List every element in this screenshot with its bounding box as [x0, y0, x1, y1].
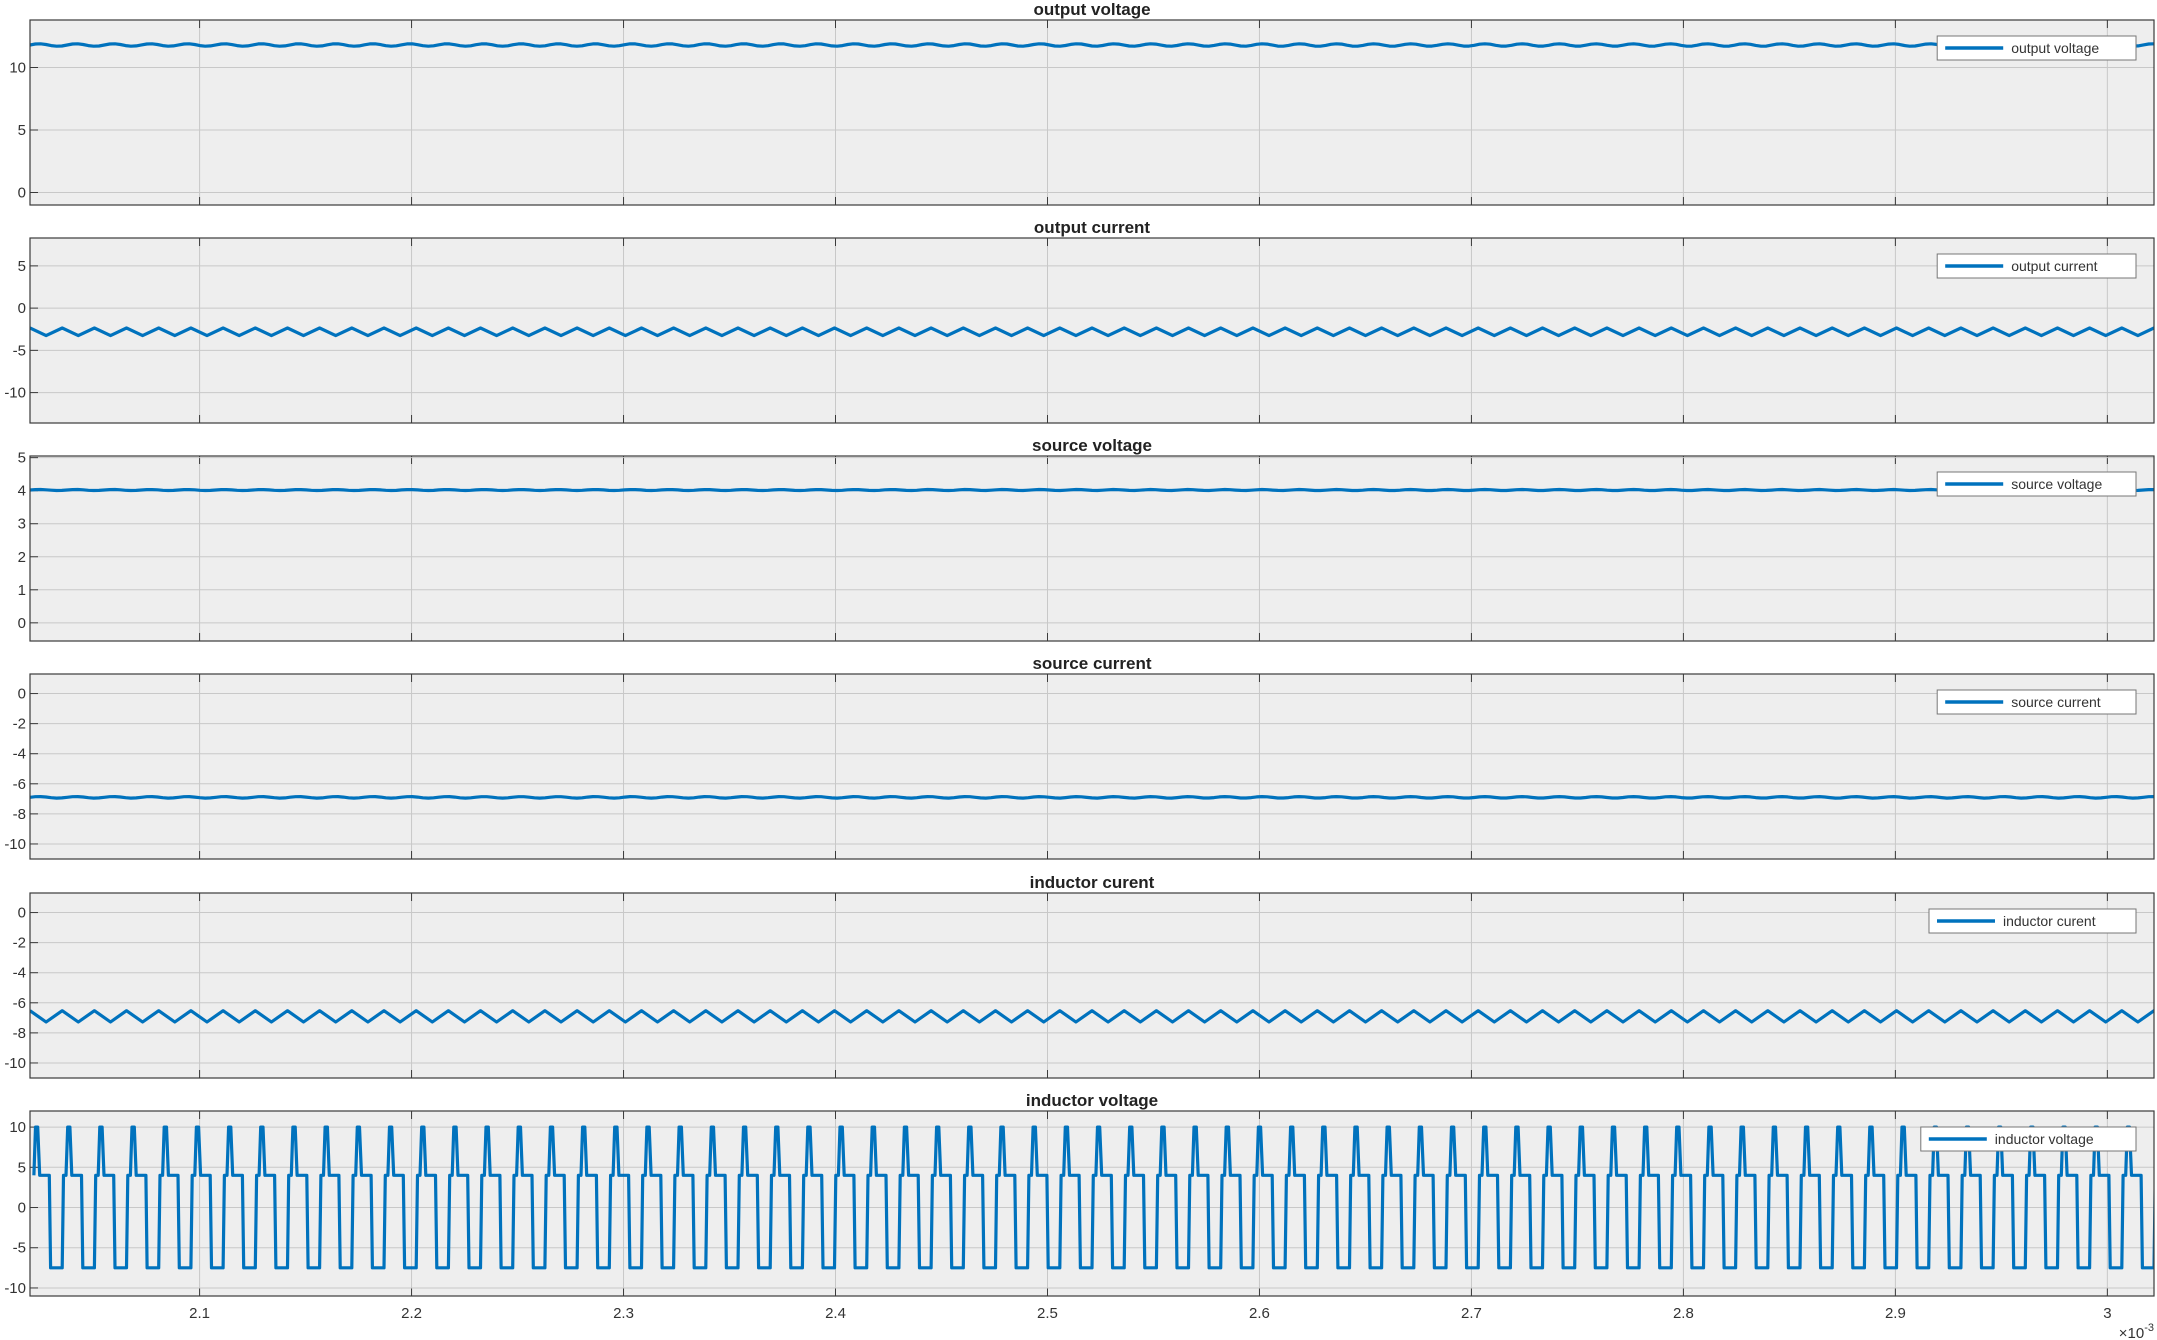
- y-tick-label: -5: [13, 1240, 26, 1257]
- subplot-output-voltage: 0 5 10 output voltage output voltage: [9, 0, 2155, 206]
- axes-frame: [29, 892, 2155, 1079]
- series-line-source-voltage: [30, 487, 2154, 493]
- series-line-inductor-curent: [30, 1009, 2154, 1024]
- subplot-inductor-voltage: 2.1 2.2 2.3 2.4 2.5 2.6 2.7 2.8 2.9 3 -10 -5 0 5 10 ind…: [4, 1091, 2155, 1322]
- axes-frame: [29, 673, 2155, 860]
- x-axis-exponent-base: ×10: [2119, 1325, 2144, 1340]
- y-tick-label: -10: [4, 1055, 26, 1072]
- chart-title: inductor curent: [1030, 873, 1155, 892]
- x-tick-label: 2.7: [1461, 1305, 1482, 1322]
- subplot-inductor-curent: -10 -8 -6 -4 -2 0 inductor curent inductor cure…: [4, 873, 2155, 1079]
- legend-label: inductor voltage: [1995, 1131, 2094, 1147]
- y-tick-label: 2: [18, 549, 26, 566]
- y-tick-label: -8: [13, 806, 26, 823]
- legend-label: source current: [2011, 694, 2101, 710]
- x-tick-label: 2.1: [189, 1305, 210, 1322]
- axes-frame: [29, 237, 2155, 424]
- y-tick-label: -8: [13, 1025, 26, 1042]
- x-tick-label: 2.2: [401, 1305, 422, 1322]
- legend-label: output current: [2011, 258, 2097, 274]
- legend-label: inductor curent: [2003, 913, 2096, 929]
- subplot-output-current: -10 -5 0 5 output current output current: [4, 218, 2155, 424]
- y-tick-label: -6: [13, 995, 26, 1012]
- y-tick-label: 5: [18, 258, 26, 275]
- y-tick-label: 5: [18, 122, 26, 139]
- plot-area: [30, 893, 2154, 1078]
- chart-title: source current: [1032, 654, 1151, 673]
- y-tick-label: -2: [13, 716, 26, 733]
- series-line-output-voltage: [30, 42, 2154, 48]
- y-tick-label: -4: [13, 746, 26, 763]
- y-tick-label: 3: [18, 516, 26, 533]
- chart-title: output current: [1034, 218, 1150, 237]
- y-tick-label: 0: [18, 686, 26, 703]
- y-tick-label: -2: [13, 935, 26, 952]
- x-tick-label: 2.4: [825, 1305, 846, 1322]
- y-tick-label: 0: [18, 185, 26, 202]
- series-line-output-current: [30, 326, 2154, 338]
- series-line-inductor-voltage: [32, 1125, 2154, 1270]
- y-tick-label: 10: [9, 60, 26, 77]
- series-line-source-current: [30, 795, 2154, 800]
- y-tick-label: 1: [18, 582, 26, 599]
- x-tick-label: 2.3: [613, 1305, 634, 1322]
- axes-frame: [29, 19, 2155, 206]
- x-tick-label: 2.8: [1673, 1305, 1694, 1322]
- chart-title: output voltage: [1033, 0, 1150, 19]
- x-tick-label: 2.5: [1037, 1305, 1058, 1322]
- y-tick-label: -6: [13, 776, 26, 793]
- subplot-source-voltage: 0 1 2 3 4 5 source voltage source voltage: [18, 436, 2155, 642]
- y-tick-label: 0: [18, 1200, 26, 1217]
- plot-area: [30, 456, 2154, 641]
- legend-label: source voltage: [2011, 476, 2102, 492]
- x-tick-label: 2.9: [1885, 1305, 1906, 1322]
- y-tick-label: 0: [18, 300, 26, 317]
- legend[interactable]: output voltage: [1936, 35, 2137, 61]
- chart-title: source voltage: [1032, 436, 1152, 455]
- y-tick-label: 0: [18, 615, 26, 632]
- y-tick-label: 5: [18, 450, 26, 467]
- y-tick-label: 10: [9, 1119, 26, 1136]
- y-tick-label: 5: [18, 1159, 26, 1176]
- legend[interactable]: inductor voltage: [1920, 1126, 2137, 1152]
- y-tick-label: -10: [4, 836, 26, 853]
- y-tick-label: 0: [18, 905, 26, 922]
- legend[interactable]: output current: [1936, 253, 2137, 279]
- x-axis-exponent: ×10-3: [2119, 1322, 2154, 1340]
- y-tick-label: -5: [13, 342, 26, 359]
- plot-area: [30, 674, 2154, 859]
- x-tick-label: 2.6: [1249, 1305, 1270, 1322]
- chart-title: inductor voltage: [1026, 1091, 1158, 1110]
- axes-frame: [29, 1110, 2155, 1297]
- legend[interactable]: source voltage: [1936, 471, 2137, 497]
- y-tick-label: -10: [4, 385, 26, 402]
- y-tick-label: -10: [4, 1280, 26, 1297]
- legend-label: output voltage: [2011, 40, 2099, 56]
- legend[interactable]: inductor curent: [1928, 908, 2137, 934]
- y-tick-label: -4: [13, 965, 26, 982]
- x-axis-exponent-power: -3: [2144, 1322, 2154, 1334]
- plot-area: [30, 20, 2154, 205]
- legend[interactable]: source current: [1936, 689, 2137, 715]
- subplot-source-current: -10 -8 -6 -4 -2 0 source current source current: [4, 654, 2155, 860]
- x-tick-label: 3: [2103, 1305, 2111, 1322]
- y-tick-label: 4: [18, 483, 26, 500]
- axes-frame: [29, 455, 2155, 642]
